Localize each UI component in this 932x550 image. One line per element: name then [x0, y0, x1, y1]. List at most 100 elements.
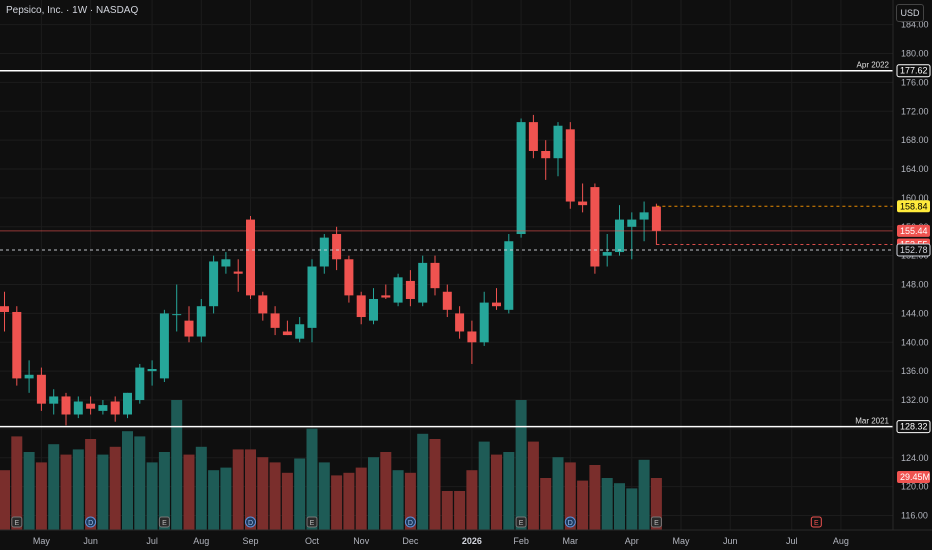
price-axis-tick: 140.00: [901, 337, 929, 347]
price-axis-tick: 148.00: [901, 280, 929, 290]
volume-bar: [195, 446, 207, 530]
volume-bar: [638, 459, 650, 530]
candle-body[interactable]: [442, 291, 452, 310]
earnings-marker-icon[interactable]: [515, 516, 527, 528]
candle-body[interactable]: [578, 201, 588, 206]
price-axis-tick: 132.00: [901, 395, 929, 405]
candle-body[interactable]: [553, 125, 563, 159]
candle-body[interactable]: [356, 295, 366, 318]
candle-body[interactable]: [295, 324, 305, 339]
candle-body[interactable]: [651, 206, 661, 231]
candle-body[interactable]: [233, 271, 243, 274]
candle-body[interactable]: [147, 369, 157, 372]
time-axis-label: 2026: [462, 536, 482, 546]
volume-bar: [540, 478, 552, 530]
candle-body[interactable]: [627, 219, 637, 227]
volume-bar: [429, 439, 441, 530]
candle-body[interactable]: [36, 374, 46, 404]
volume-bar: [589, 465, 601, 530]
currency-button[interactable]: USD: [896, 4, 924, 22]
candle-body[interactable]: [565, 129, 575, 202]
candle-body[interactable]: [270, 313, 280, 328]
candle-body[interactable]: [479, 302, 489, 343]
candle-body[interactable]: [86, 403, 96, 409]
volume-bar: [491, 454, 502, 530]
candle-body[interactable]: [541, 150, 551, 159]
candle-body[interactable]: [61, 396, 71, 415]
candle-body[interactable]: [504, 241, 514, 310]
candle-body[interactable]: [307, 266, 317, 328]
time-axis-label: May: [33, 536, 51, 546]
volume-bar: [23, 452, 35, 530]
candle-body[interactable]: [590, 187, 600, 267]
price-axis-label: 158.84: [900, 201, 928, 211]
price-axis-tick: 144.00: [901, 308, 929, 318]
price-axis-tick: 120.00: [901, 482, 929, 492]
volume-bar: [404, 472, 416, 530]
candle-body[interactable]: [602, 252, 612, 256]
volume-bar: [257, 457, 269, 530]
candle-body[interactable]: [123, 392, 132, 415]
candle-body[interactable]: [246, 219, 255, 296]
volume-bar: [11, 436, 23, 530]
candle-body[interactable]: [344, 259, 354, 296]
price-axis-tick: 168.00: [901, 135, 929, 145]
candle-body[interactable]: [430, 262, 440, 289]
candle-body[interactable]: [282, 331, 292, 336]
candle-body[interactable]: [492, 302, 501, 307]
price-axis-box: [896, 243, 931, 257]
earnings-marker-icon[interactable]: [11, 516, 23, 528]
volume-bar: [577, 480, 589, 530]
candle-body[interactable]: [516, 122, 526, 235]
dividend-marker-label: D: [88, 520, 93, 527]
candle-body[interactable]: [0, 306, 9, 312]
candle-body[interactable]: [467, 331, 477, 343]
time-axis-label: Aug: [833, 536, 849, 546]
earnings-marker-icon[interactable]: [158, 516, 170, 528]
candle-body[interactable]: [258, 295, 268, 314]
earnings-marker-icon[interactable]: [650, 516, 662, 528]
candle-body[interactable]: [110, 401, 120, 415]
candle-body[interactable]: [49, 396, 59, 404]
candle-body[interactable]: [418, 262, 428, 303]
candle-body[interactable]: [73, 401, 83, 415]
dividend-marker-icon[interactable]: [404, 516, 416, 528]
candle-body[interactable]: [221, 259, 231, 267]
candle-body[interactable]: [381, 295, 391, 298]
candle-body[interactable]: [369, 298, 378, 321]
candle-body[interactable]: [24, 374, 34, 379]
candle-body[interactable]: [196, 306, 206, 337]
candle-body[interactable]: [98, 405, 108, 411]
dividend-marker-icon[interactable]: [564, 516, 576, 528]
price-axis-tick: 184.00: [901, 20, 929, 30]
candle-body[interactable]: [12, 311, 22, 379]
candle-body[interactable]: [172, 314, 182, 316]
dividend-marker-label: D: [408, 520, 413, 527]
candle-body[interactable]: [393, 277, 403, 303]
candle-body[interactable]: [615, 219, 624, 253]
volume-bar: [466, 470, 478, 530]
dividend-marker-icon[interactable]: [245, 516, 256, 528]
candle-body[interactable]: [455, 313, 465, 332]
volume-bar: [232, 449, 244, 530]
price-axis-box: [897, 200, 930, 213]
earnings-marker-icon[interactable]: [810, 516, 822, 528]
candle-body[interactable]: [184, 320, 194, 337]
candle-body[interactable]: [135, 367, 145, 401]
candle-body[interactable]: [528, 122, 538, 151]
candle-body[interactable]: [319, 237, 329, 267]
candle-body[interactable]: [405, 280, 415, 299]
candle-body[interactable]: [639, 212, 649, 220]
volume-bar: [72, 449, 84, 530]
volume-bar: [503, 452, 515, 530]
volume-bar: [650, 478, 662, 530]
dividend-marker-icon[interactable]: [85, 516, 97, 528]
candle-body[interactable]: [209, 261, 219, 307]
earnings-marker-label: E: [310, 520, 315, 527]
volume-axis-box: [897, 471, 930, 483]
level-axis-box: [896, 64, 931, 78]
earnings-marker-icon[interactable]: [306, 516, 318, 528]
candle-body[interactable]: [159, 313, 169, 379]
candle-body[interactable]: [332, 234, 342, 260]
